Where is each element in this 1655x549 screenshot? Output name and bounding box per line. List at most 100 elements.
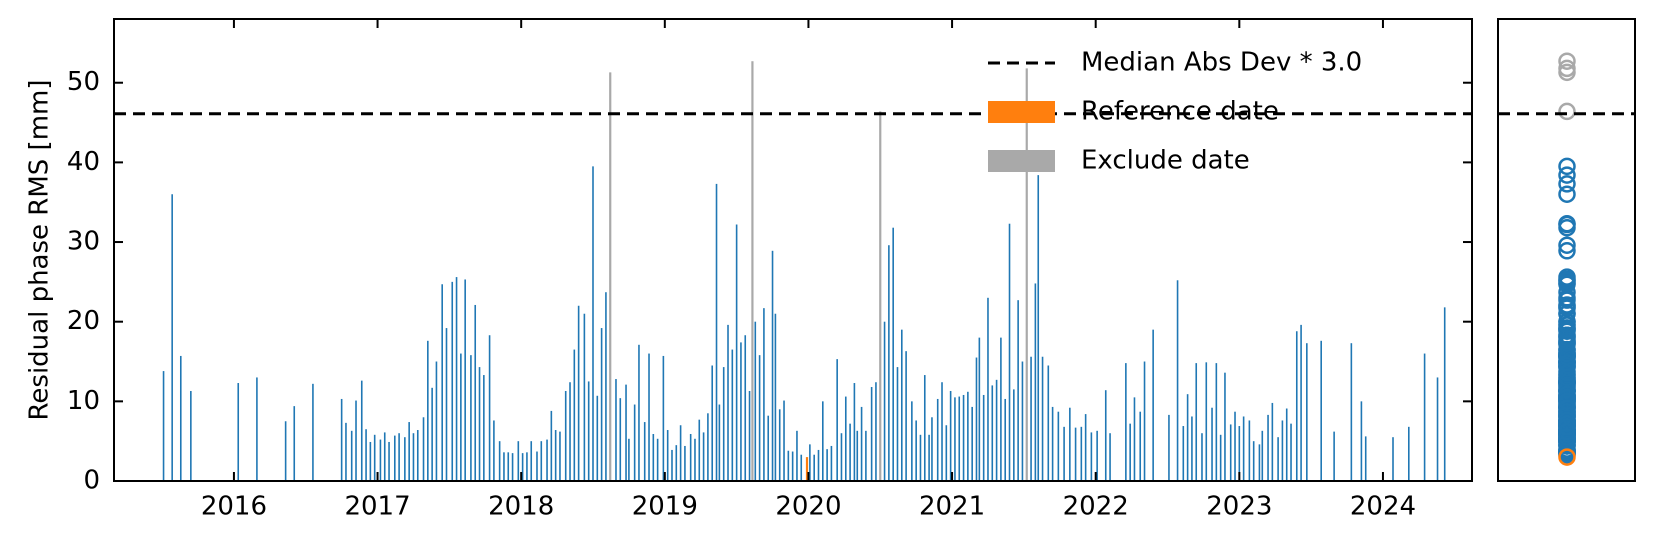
bar [162,371,165,481]
bar [689,434,692,481]
bar [488,335,491,481]
bar [1004,398,1007,481]
bar [1069,407,1071,481]
bar [340,398,343,481]
bar [431,387,433,481]
bar [941,382,943,481]
dist-point [1558,448,1576,466]
x-tick-label: 2020 [775,492,841,522]
bar [1320,340,1322,481]
bar [605,292,607,481]
bar [715,183,718,481]
bar [1063,426,1065,481]
dist-point [1558,291,1576,309]
bar [865,430,867,481]
bar [748,390,751,481]
bar [609,72,612,482]
bar [521,453,524,481]
bar [1242,416,1245,481]
bar [967,391,969,481]
bar [592,166,594,482]
bar [1057,411,1060,481]
bar [1271,402,1274,481]
bar [1195,363,1198,481]
bar [435,361,438,481]
bar [455,277,458,481]
bar [445,328,448,481]
dist-point [1558,422,1576,441]
bar [836,359,838,481]
bar [1248,420,1251,481]
bar [758,355,761,481]
bar [478,367,481,481]
bar [791,451,794,481]
bar [388,441,390,481]
bar [822,401,824,481]
bar [671,449,673,481]
bar [554,430,557,481]
bar [805,457,809,481]
bar [826,449,828,481]
bar [945,425,948,481]
bar [564,390,567,481]
bar [860,406,863,481]
dist-point [1558,298,1576,317]
bar [962,394,965,481]
bar [883,321,886,481]
bar [1041,356,1044,481]
bar [1152,329,1154,481]
bar [1021,361,1024,481]
dist-point [1558,344,1576,363]
bar [171,194,173,481]
bar [408,422,410,481]
bar [517,441,520,481]
bar [1290,423,1292,481]
bar [928,434,930,481]
bar [774,313,777,481]
bar [888,245,890,481]
bar [875,382,877,481]
x-tick-label: 2021 [919,492,985,522]
bar [1017,300,1019,481]
bar [879,111,882,482]
bar [503,452,505,481]
bar [1295,331,1298,481]
bar [751,61,754,481]
bar [1025,68,1028,482]
x-tick-label: 2018 [488,492,554,522]
bar [1436,377,1439,481]
bar [652,434,655,481]
bar [656,438,659,481]
bar [393,435,396,481]
bar [412,433,415,481]
legend-label: Exclude date [1081,146,1250,176]
bar [722,367,725,481]
bar [982,394,985,481]
bar [237,383,240,481]
bar [1350,343,1353,481]
bar [355,400,357,481]
bar [1191,416,1193,481]
bar [1139,411,1142,481]
bar [813,454,815,481]
bar [740,342,742,481]
bar [995,379,998,481]
bar [1252,441,1255,481]
legend-label: Median Abs Dev * 3.0 [1081,48,1362,78]
bar [493,420,495,481]
side-frame [1497,18,1636,482]
dist-point [1558,428,1576,446]
bar [900,329,903,481]
bar [1000,337,1002,481]
bar [1215,363,1218,481]
bar [698,419,701,481]
bar [559,431,561,481]
bar [373,434,376,481]
y-tick-label: 30 [67,227,100,257]
bar [849,423,851,481]
bar [648,353,650,481]
bar [483,375,485,481]
bar [844,396,847,481]
bar [1443,307,1446,481]
y-tick-label: 50 [67,67,100,97]
